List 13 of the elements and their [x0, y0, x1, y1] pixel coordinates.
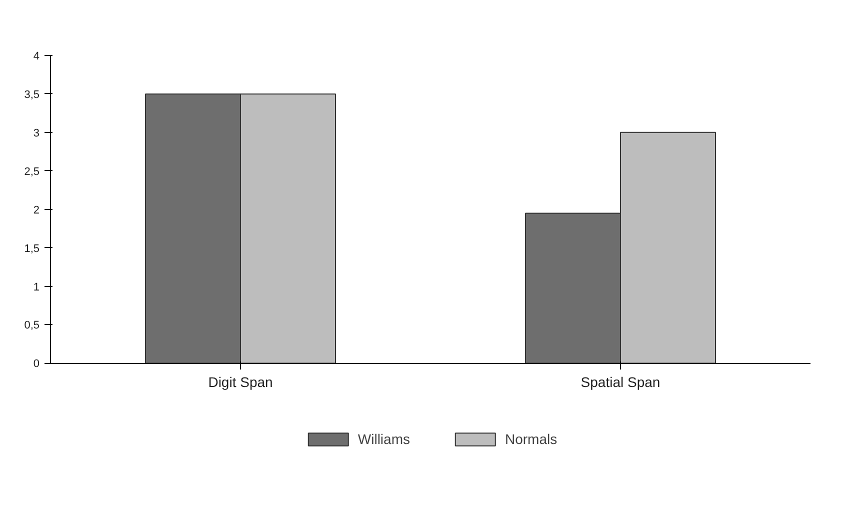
- y-tick-label: 4: [33, 50, 40, 62]
- y-tick-label: 0: [33, 358, 40, 370]
- legend-label: Normals: [504, 431, 558, 447]
- x-tick-label: Digit Span: [208, 374, 273, 390]
- y-tick-label: 2: [33, 204, 40, 216]
- x-tick-label: Spatial Span: [580, 374, 660, 390]
- y-tick-label: 3,5: [24, 88, 40, 101]
- y-tick-label: 1,5: [24, 242, 40, 255]
- legend-label: Williams: [358, 431, 410, 447]
- y-tick-label: 3: [33, 127, 40, 140]
- y-tick-label: 2,5: [24, 166, 40, 178]
- y-tick-label: 1: [33, 281, 40, 294]
- y-tick-label: 0,5: [24, 320, 40, 332]
